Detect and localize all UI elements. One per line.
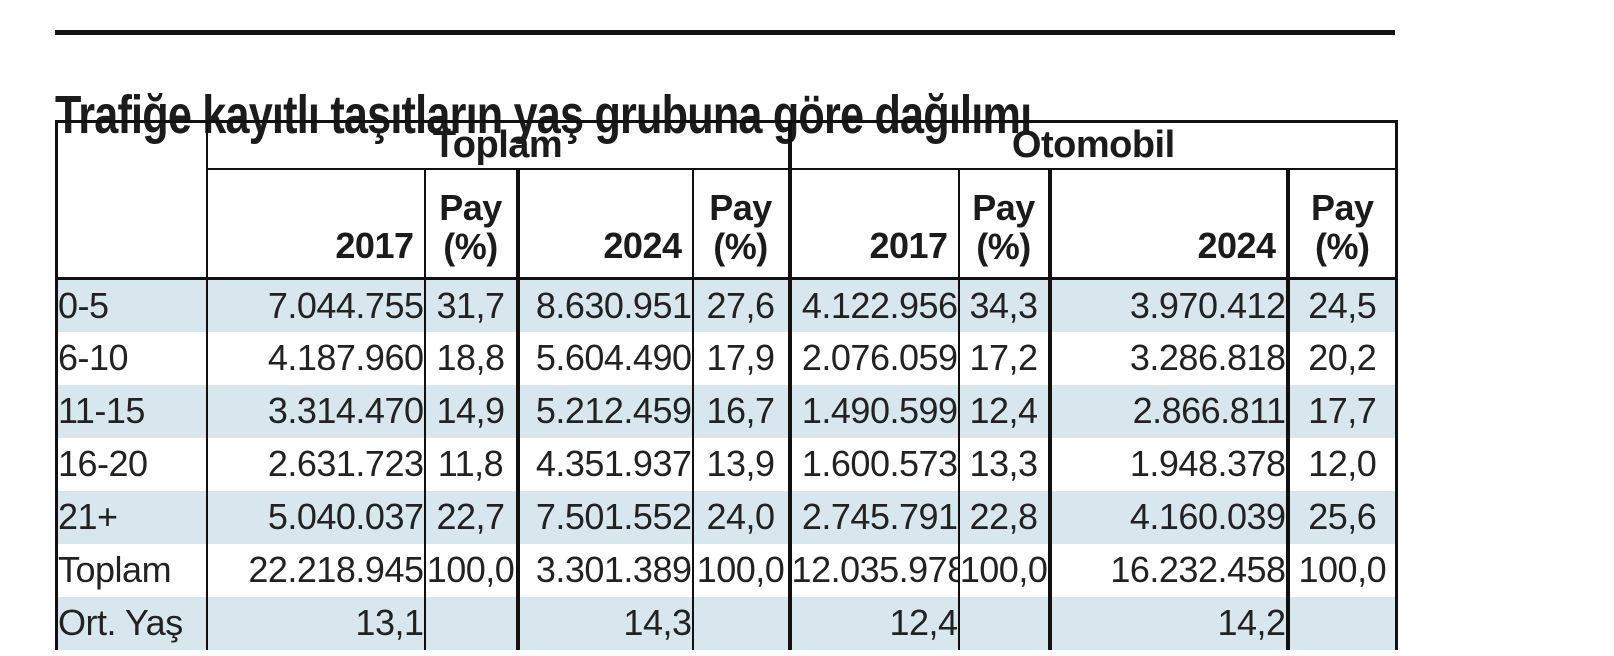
table-body: 0-5 7.044.755 31,7 8.630.951 27,6 4.122.956 34…: [56, 278, 1397, 650]
pct-label: (%): [713, 226, 768, 268]
value-cell: 1.600.573: [787, 437, 959, 491]
row-label: Ort. Yaş: [58, 602, 183, 643]
pay-label: Pay: [1311, 186, 1374, 228]
pay-label: Pay: [972, 186, 1035, 228]
value-cell: 5.212.459: [515, 384, 693, 438]
group-header-toplam: Toplam: [205, 121, 790, 170]
col-header-toplam-2017: 2017: [205, 169, 425, 280]
col-header-toplam-pay-2017: Pay (%): [423, 169, 518, 280]
row-label: 21+: [58, 496, 118, 537]
pay-cell: 17,7: [1285, 384, 1397, 438]
value-cell: 1.490.599: [787, 384, 959, 438]
pay-cell: 11,8: [423, 437, 518, 491]
group-header-row: Toplam Otomobil: [56, 121, 1397, 280]
pay-cell: [1285, 596, 1397, 650]
row-label: 16-20: [58, 443, 148, 484]
pct-label: (%): [976, 226, 1031, 268]
table-row: 21+ 5.040.037 22,7 7.501.552 24,0 2.745.791 22…: [56, 490, 1397, 544]
row-label: Toplam: [58, 549, 172, 590]
pay-cell: 22,7: [423, 490, 518, 544]
vehicle-age-table: Toplam Otomobil 2017 Pay (%) 2024 Pay (%…: [55, 120, 1399, 650]
pay-cell: 22,8: [957, 490, 1050, 544]
table-row: Ort. Yaş 13,1 14,3 12,4 14,2: [56, 596, 1397, 650]
pay-cell: [691, 596, 790, 650]
col-header-otomobil-pay-2017: Pay (%): [957, 169, 1050, 280]
pct-label: (%): [1315, 226, 1370, 268]
row-label: 0-5: [58, 284, 109, 326]
pay-cell: [423, 596, 518, 650]
pay-cell: 34,3: [957, 278, 1050, 332]
pay-cell: 20,2: [1285, 331, 1397, 385]
value-cell: 14,2: [1047, 596, 1288, 650]
col-header-toplam-2024: 2024: [515, 169, 693, 280]
value-cell: 3.970.412: [1047, 278, 1288, 332]
pay-cell: 24,5: [1285, 278, 1397, 332]
value-cell: 7.044.755: [205, 278, 425, 332]
value-cell: 4.187.960: [205, 331, 425, 385]
pay-cell: 13,3: [957, 437, 1050, 491]
pay-cell: 12,0: [1285, 437, 1397, 491]
value-cell: 16.232.458: [1047, 543, 1288, 597]
group-header-otomobil: Otomobil: [787, 121, 1397, 170]
value-cell: 7.501.552: [515, 490, 693, 544]
value-cell: 3.301.389: [515, 543, 693, 597]
value-cell: 14,3: [515, 596, 693, 650]
value-cell: 5.604.490: [515, 331, 693, 385]
value-cell: 4.351.937: [515, 437, 693, 491]
pay-cell: 13,9: [691, 437, 790, 491]
value-cell: 2.745.791: [787, 490, 959, 544]
value-cell: 1.948.378: [1047, 437, 1288, 491]
value-cell: 13,1: [205, 596, 425, 650]
pay-label: Pay: [709, 186, 772, 228]
corner-cell: [56, 121, 207, 280]
pay-cell: 25,6: [1285, 490, 1397, 544]
pay-cell: 100,0: [423, 543, 518, 597]
pay-cell: 14,9: [423, 384, 518, 438]
row-label: 6-10: [58, 337, 129, 378]
pay-cell: [957, 596, 1050, 650]
table-row: 16-20 2.631.723 11,8 4.351.937 13,9 1.600.573…: [57, 437, 1397, 491]
value-cell: 2.076.059: [787, 331, 959, 385]
pay-cell: 16,7: [691, 384, 790, 438]
value-cell: 22.218.945: [205, 543, 425, 597]
pay-cell: 24,0: [691, 490, 790, 544]
pay-cell: 100,0: [1285, 543, 1397, 597]
value-cell: 8.630.951: [515, 278, 693, 332]
pay-cell: 100,0: [691, 543, 790, 597]
value-cell: 12.035.978: [787, 543, 959, 597]
top-rule: [55, 30, 1395, 35]
value-cell: 4.122.956: [787, 278, 959, 332]
value-cell: 3.286.818: [1047, 331, 1288, 385]
col-header-otomobil-pay-2024: Pay (%): [1285, 169, 1397, 280]
pay-cell: 27,6: [691, 278, 790, 332]
value-cell: 12,4: [787, 596, 959, 650]
pay-cell: 17,2: [957, 331, 1050, 385]
pay-cell: 12,4: [957, 384, 1050, 438]
pct-label: (%): [443, 226, 498, 268]
value-cell: 3.314.470: [205, 384, 425, 438]
col-header-otomobil-2024: 2024: [1047, 169, 1288, 280]
value-cell: 4.160.039: [1047, 490, 1288, 544]
value-cell: 2.866.811: [1047, 384, 1288, 438]
table-row: 6-10 4.187.960 18,8 5.604.490 17,9 2.076.059 1…: [57, 331, 1397, 385]
table-row: Toplam 22.218.945 100,0 3.301.389 100,0 12.03…: [57, 543, 1397, 597]
pay-cell: 18,8: [423, 331, 518, 385]
pay-cell: 17,9: [691, 331, 790, 385]
table-row: 11-15 3.314.470 14,9 5.212.459 16,7 1.490.599…: [56, 384, 1397, 438]
col-header-otomobil-2017: 2017: [787, 169, 959, 280]
pay-cell: 31,7: [423, 278, 518, 332]
value-cell: 5.040.037: [205, 490, 425, 544]
row-label: 11-15: [58, 390, 145, 431]
table-row: 0-5 7.044.755 31,7 8.630.951 27,6 4.122.956 34…: [56, 278, 1397, 332]
sub-header-row: 2017 Pay (%) 2024 Pay (%) 2017 Pay (%) 2…: [57, 169, 1397, 280]
pay-cell: 100,0: [957, 543, 1050, 597]
value-cell: 2.631.723: [205, 437, 425, 491]
col-header-toplam-pay-2024: Pay (%): [691, 169, 790, 280]
pay-label: Pay: [439, 186, 502, 228]
